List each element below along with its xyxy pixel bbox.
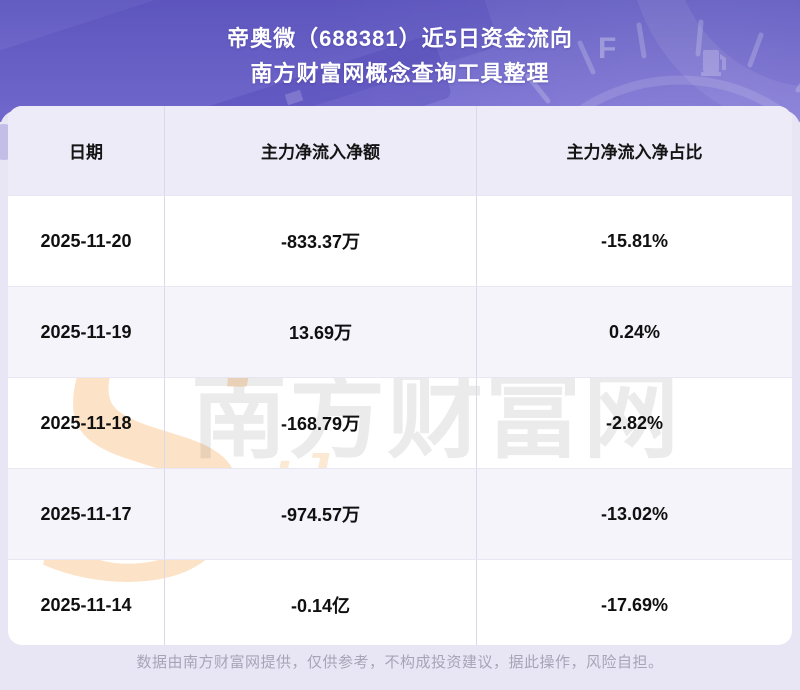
fuel-gauge-icon: F bbox=[483, 0, 800, 122]
fuel-pump-icon bbox=[701, 50, 726, 76]
gauge-full-label: F bbox=[598, 32, 616, 65]
table-row: 2025-11-14 -0.14亿 -17.69% bbox=[8, 559, 792, 645]
date-cell: 2025-11-20 bbox=[8, 196, 165, 286]
table-row: 2025-11-17 -974.57万 -13.02% bbox=[8, 468, 792, 559]
hero-banner: F 帝奥微（688381）近5日资金流向 南方财富网概念查询工具整理 bbox=[0, 0, 800, 122]
page-title: 帝奥微（688381）近5日资金流向 南方财富网概念查询工具整理 bbox=[0, 0, 800, 91]
ratio-cell: -15.81% bbox=[600, 230, 669, 251]
column-header-ratio: 主力净流入净占比 bbox=[566, 143, 703, 162]
page-title-line1: 帝奥微（688381）近5日资金流向 bbox=[227, 26, 573, 51]
amount-cell: -974.57万 bbox=[165, 469, 477, 559]
amount-cell: -0.14亿 bbox=[165, 560, 477, 645]
ratio-cell: -17.69% bbox=[600, 594, 669, 615]
column-header-amount: 主力净流入净额 bbox=[165, 106, 477, 195]
table-row: 2025-11-19 13.69万 0.24% bbox=[8, 286, 792, 377]
date-cell: 2025-11-17 bbox=[8, 469, 165, 559]
amount-cell: -168.79万 bbox=[165, 378, 477, 468]
page-title-line2: 南方财富网概念查询工具整理 bbox=[250, 61, 550, 86]
date-cell: 2025-11-18 bbox=[8, 378, 165, 468]
date-cell: 2025-11-19 bbox=[8, 287, 165, 377]
amount-cell: -833.37万 bbox=[165, 196, 477, 286]
date-cell: 2025-11-14 bbox=[8, 560, 165, 645]
ratio-cell: -2.82% bbox=[605, 412, 664, 433]
gauge-ticks bbox=[483, 19, 800, 122]
ratio-cell: -13.02% bbox=[600, 503, 669, 524]
table-row: 2025-11-18 -168.79万 -2.82% bbox=[8, 377, 792, 468]
disclaimer-text: 数据由南方财富网提供，仅供参考，不构成投资建议，据此操作，风险自担。 bbox=[136, 654, 664, 671]
ratio-cell: 0.24% bbox=[608, 321, 661, 342]
column-header-date: 日期 bbox=[8, 106, 165, 195]
fund-flow-table: S 南方财富网 outhmoney.com 日期 主力净流入净额 主力净流入净占… bbox=[8, 106, 792, 645]
table-row: 2025-11-20 -833.37万 -15.81% bbox=[8, 195, 792, 286]
table-header-row: 日期 主力净流入净额 主力净流入净占比 bbox=[8, 106, 792, 195]
amount-cell: 13.69万 bbox=[165, 287, 477, 377]
